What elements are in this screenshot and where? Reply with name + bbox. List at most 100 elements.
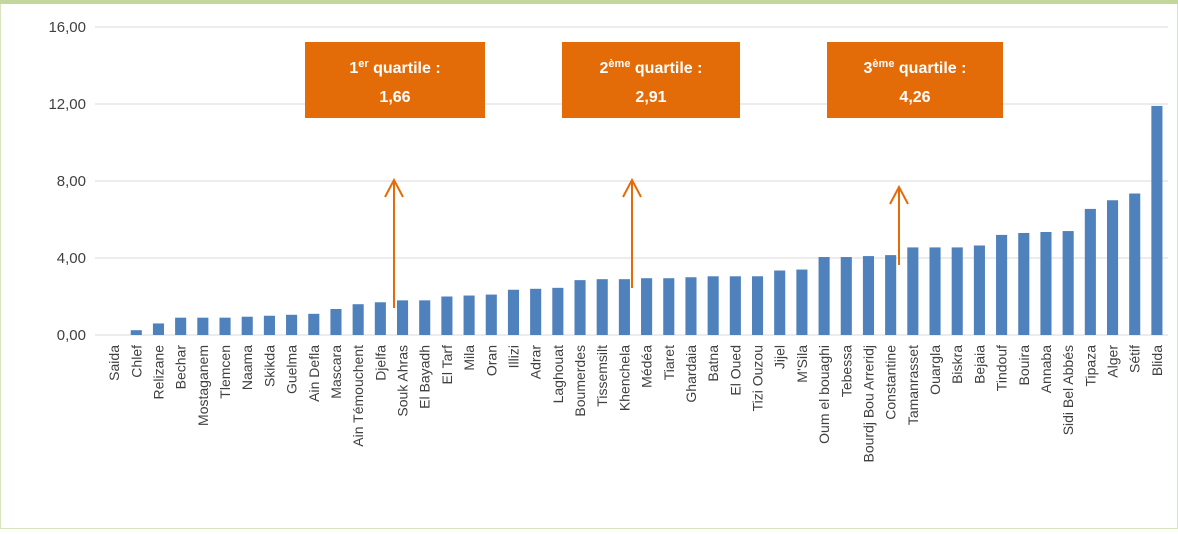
bar (241, 316, 253, 335)
bar (729, 276, 741, 335)
bar (286, 314, 298, 335)
x-tick-label: Biskra (949, 345, 965, 384)
x-tick-label: Tindouf (994, 345, 1010, 391)
bar (130, 330, 142, 335)
x-tick-label: Saida (106, 345, 122, 381)
arrow-head (384, 177, 404, 198)
x-tick-label: Tiaret (661, 345, 677, 380)
annotation-value: 1,66 (379, 89, 410, 106)
x-tick-label: Boumerdes (572, 345, 588, 417)
arrow-head (889, 184, 909, 205)
x-tick-label: M'Sila (794, 345, 810, 383)
annotation-title: 3ème quartile : (864, 58, 967, 77)
bar (330, 309, 342, 335)
x-tick-label: Médéa (639, 345, 655, 388)
annotation-text: quartile : (369, 60, 441, 77)
x-tick-label: Skikda (261, 345, 277, 387)
y-tick-label: 12,00 (48, 96, 86, 113)
top-border (0, 0, 1178, 4)
x-tick-label: Khenchela (616, 345, 632, 411)
y-tick-label: 4,00 (57, 250, 86, 267)
x-tick-label: Tipaza (1082, 345, 1098, 387)
x-tick-label: Tamanrasset (905, 345, 921, 425)
x-tick-label: Ouargla (927, 345, 943, 395)
x-tick-label: Mostaganem (195, 345, 211, 426)
bar (1106, 200, 1119, 335)
bar (996, 234, 1008, 335)
bar (618, 279, 630, 335)
annotation-suffix: ème (872, 58, 894, 70)
x-tick-label: Sidi Bel Abbés (1060, 345, 1076, 435)
annotation-ordinal: 2 (600, 60, 609, 77)
x-tick-label: Bechar (173, 345, 189, 390)
bar (929, 247, 941, 335)
annotation-suffix: ème (608, 58, 630, 70)
x-tick-label: Tebessa (838, 345, 854, 397)
x-tick-label: Relizane (150, 345, 166, 400)
bar (175, 317, 187, 335)
annotation-box (562, 42, 740, 118)
x-tick-label: El Tarf (439, 345, 455, 385)
y-tick-label: 0,00 (57, 327, 86, 344)
bar (219, 317, 231, 335)
annotation-text: quartile : (630, 60, 702, 77)
bar (707, 276, 719, 335)
x-tick-label: Ain Defla (306, 345, 322, 402)
x-tick-label: Jijel (772, 345, 788, 369)
bar (1062, 231, 1074, 335)
bar (485, 294, 497, 335)
x-tick-label: Illizi (505, 345, 521, 368)
x-tick-label: Guelma (284, 345, 300, 394)
bar (885, 255, 897, 335)
bar (796, 269, 808, 335)
bar (973, 245, 985, 335)
bar (1129, 193, 1141, 335)
bar (530, 288, 542, 335)
bar (774, 270, 786, 335)
bar (419, 300, 431, 335)
bar (552, 287, 564, 335)
x-tick-label: Adrar (528, 345, 544, 380)
bar (1040, 232, 1052, 335)
bar (263, 315, 275, 335)
x-tick-label: Souk Ahras (395, 345, 411, 417)
bar (907, 247, 919, 335)
annotation-ordinal: 1 (349, 60, 358, 77)
x-tick-label: Tissemsilt (594, 345, 610, 407)
bar (663, 278, 675, 335)
x-tick-label: Alger (1105, 345, 1121, 378)
x-tick-label: Bejaia (971, 345, 987, 384)
bar (840, 257, 852, 335)
x-tick-label: Djelfa (372, 345, 388, 381)
bar (685, 277, 697, 335)
x-tick-label: Bouira (1016, 345, 1032, 386)
bar (1151, 105, 1163, 335)
x-tick-label: Mila (461, 345, 477, 371)
x-tick-label: Blida (1149, 345, 1165, 376)
annotation-title: 1er quartile : (349, 58, 440, 77)
x-tick-label: Tlemcen (217, 345, 233, 399)
bar (1018, 232, 1030, 335)
annotation-suffix: er (358, 58, 369, 70)
bar (197, 317, 209, 335)
bar (463, 295, 475, 335)
x-tick-label: Bourdj Bou Arreridj (860, 345, 876, 463)
annotation-box (305, 42, 485, 118)
arrow-head (622, 177, 642, 198)
bar (396, 300, 409, 335)
x-tick-label: Naama (239, 345, 255, 390)
annotation-title: 2ème quartile : (600, 58, 703, 77)
x-tick-label: El Bayadh (417, 345, 433, 409)
x-tick-label: Ghardaia (683, 345, 699, 403)
annotation-ordinal: 3 (864, 60, 873, 77)
annotation-box (827, 42, 1003, 118)
x-tick-label: Laghouat (550, 345, 566, 404)
x-tick-label: Ain Témouchent (350, 345, 366, 447)
annotation-value: 4,26 (899, 89, 930, 106)
bar (507, 289, 520, 335)
bar (751, 276, 764, 335)
x-tick-label: Sétif (1127, 345, 1143, 373)
bar (1084, 208, 1096, 335)
x-tick-label: Oum el bouaghi (816, 345, 832, 444)
